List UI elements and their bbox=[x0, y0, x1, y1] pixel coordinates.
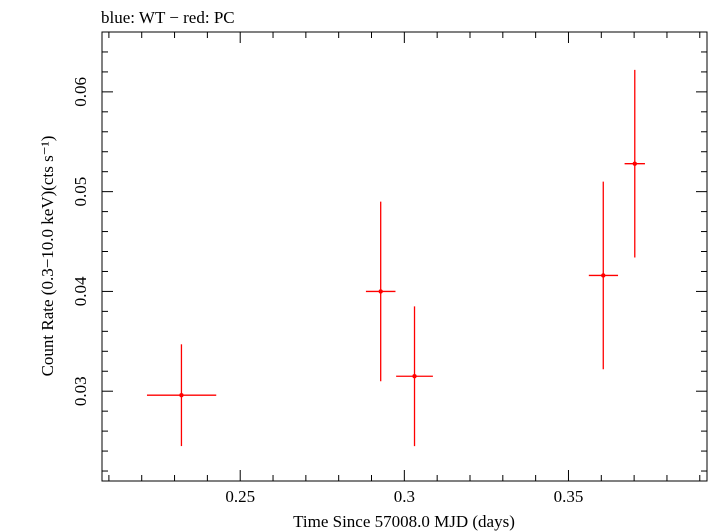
x-axis-label: Time Since 57008.0 MJD (days) bbox=[293, 512, 515, 531]
y-tick-label: 0.06 bbox=[71, 77, 90, 107]
chart-title: blue: WT − red: PC bbox=[101, 8, 235, 27]
data-point bbox=[588, 181, 619, 370]
x-tick-label: 0.3 bbox=[394, 487, 415, 506]
data-marker bbox=[378, 289, 383, 294]
y-tick-label: 0.04 bbox=[71, 276, 90, 306]
y-tick-labels: 0.03 0.04 0.05 0.06 bbox=[71, 77, 90, 406]
data-marker bbox=[632, 161, 637, 166]
y-tick-label: 0.03 bbox=[71, 376, 90, 406]
x-tick-label: 0.25 bbox=[225, 487, 255, 506]
data-marker bbox=[601, 273, 606, 278]
axis-ticks bbox=[102, 31, 707, 481]
data-marker bbox=[179, 392, 184, 398]
y-tick-label: 0.05 bbox=[71, 177, 90, 207]
data-marker bbox=[412, 374, 417, 379]
data-point bbox=[365, 201, 396, 382]
y-axis-label: Count Rate (0.3−10.0 keV)(cts s⁻¹) bbox=[38, 136, 57, 377]
data-point bbox=[624, 69, 645, 258]
data-point bbox=[146, 344, 217, 447]
data-points bbox=[146, 69, 645, 447]
x-tick-labels: 0.25 0.3 0.35 bbox=[225, 487, 583, 506]
plot-frame bbox=[101, 31, 708, 482]
data-point bbox=[396, 306, 433, 447]
x-tick-label: 0.35 bbox=[554, 487, 584, 506]
